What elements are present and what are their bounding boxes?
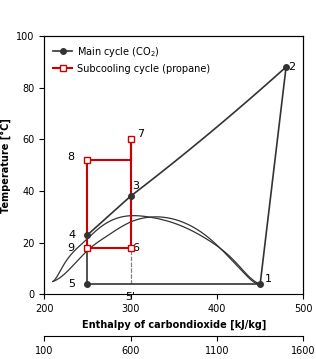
Y-axis label: Temperature [°C]: Temperature [°C]: [0, 118, 11, 213]
Text: 7: 7: [137, 129, 145, 139]
Text: 2: 2: [288, 62, 295, 72]
Text: 5: 5: [68, 279, 75, 289]
Text: 8: 8: [67, 152, 75, 162]
Text: 3: 3: [132, 181, 139, 191]
Text: 5': 5': [125, 292, 136, 302]
Text: 4: 4: [68, 230, 75, 240]
X-axis label: Enthalpy of carbondioxide [kJ/kg]: Enthalpy of carbondioxide [kJ/kg]: [82, 320, 266, 330]
Text: 1: 1: [264, 274, 271, 284]
Text: 6: 6: [132, 243, 139, 253]
Legend: Main cycle (CO$_2$), Subcooling cycle (propane): Main cycle (CO$_2$), Subcooling cycle (p…: [49, 41, 214, 78]
Text: 9: 9: [67, 243, 75, 253]
